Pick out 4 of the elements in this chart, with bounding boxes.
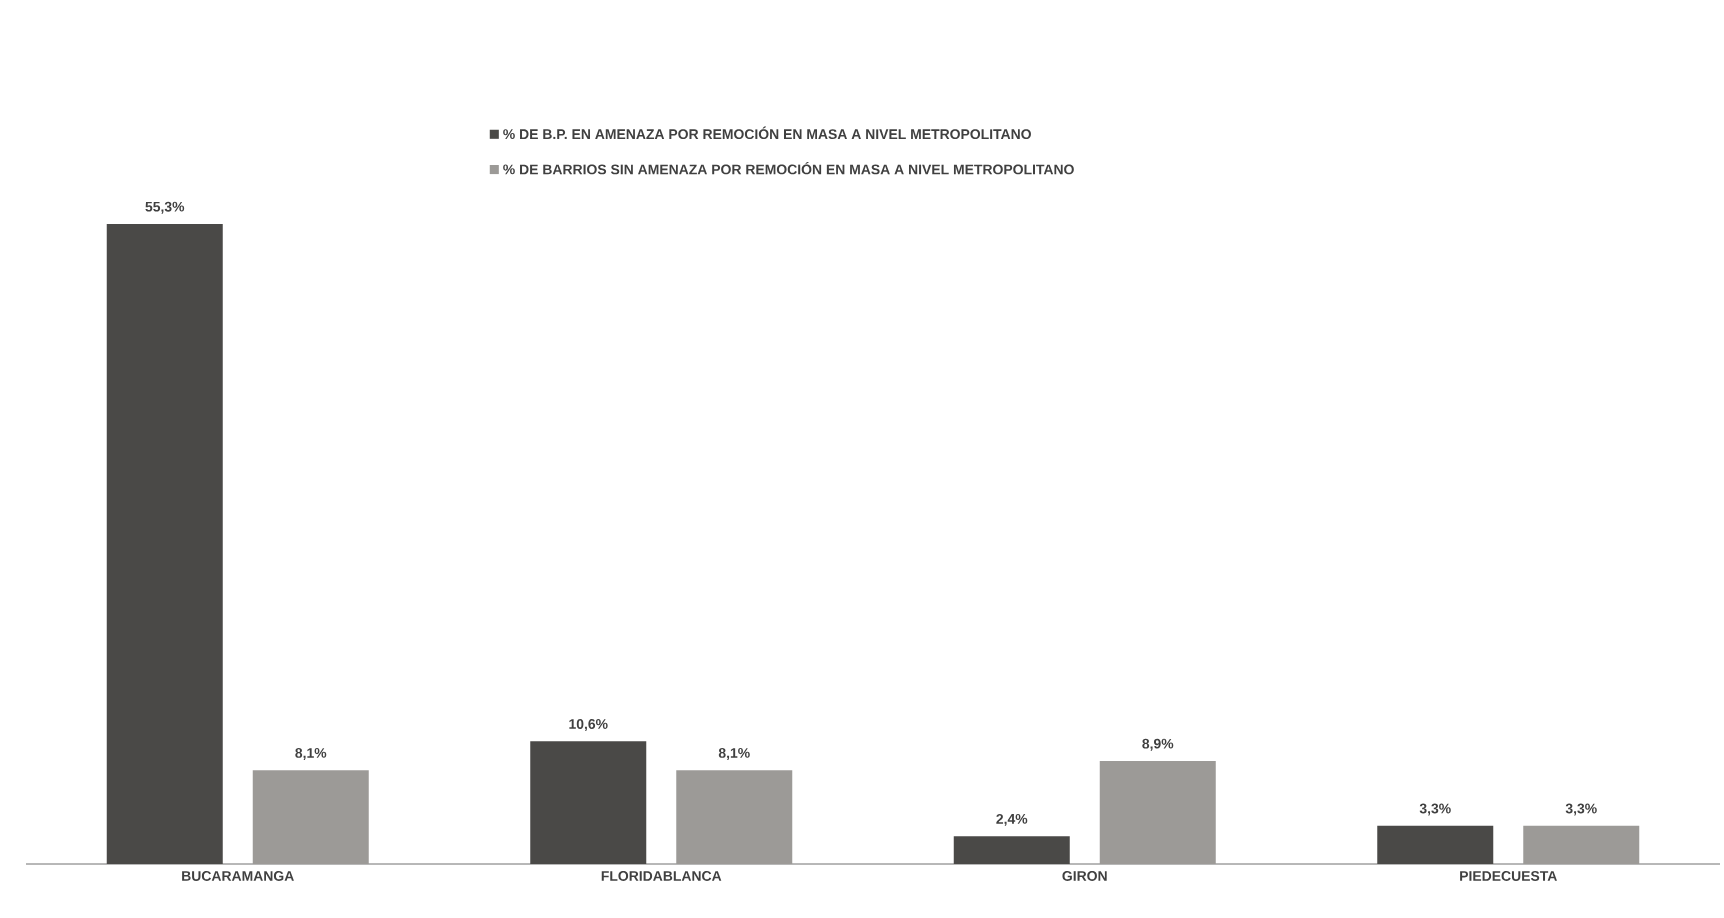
bar	[676, 770, 793, 864]
bar	[252, 770, 369, 864]
bar	[1099, 761, 1216, 864]
bar	[1523, 825, 1640, 864]
